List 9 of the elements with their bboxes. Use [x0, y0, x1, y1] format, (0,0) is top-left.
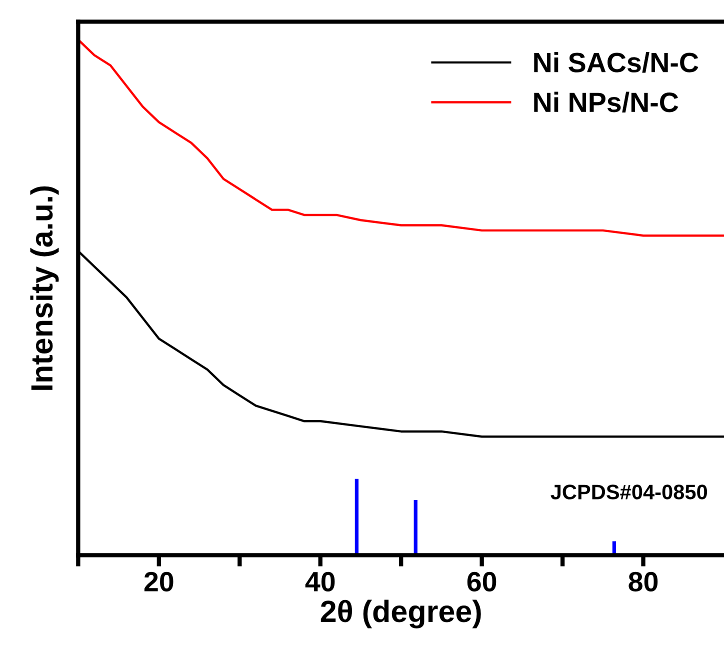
- legend-label: Ni NPs/N-C: [534, 92, 678, 112]
- x-tick-label: 60: [467, 572, 496, 592]
- legend-label: Ni SACs/N-C: [534, 52, 698, 73]
- x-tick-label: 20: [144, 572, 174, 592]
- annotation: JCPDS#04-0850: [550, 484, 708, 500]
- x-axis-title: 2θ (degree): [320, 600, 481, 628]
- y-axis-title: Intensity (a.u.): [30, 186, 59, 390]
- x-tick-label: 40: [305, 572, 335, 592]
- x-tick-label: 80: [628, 572, 658, 592]
